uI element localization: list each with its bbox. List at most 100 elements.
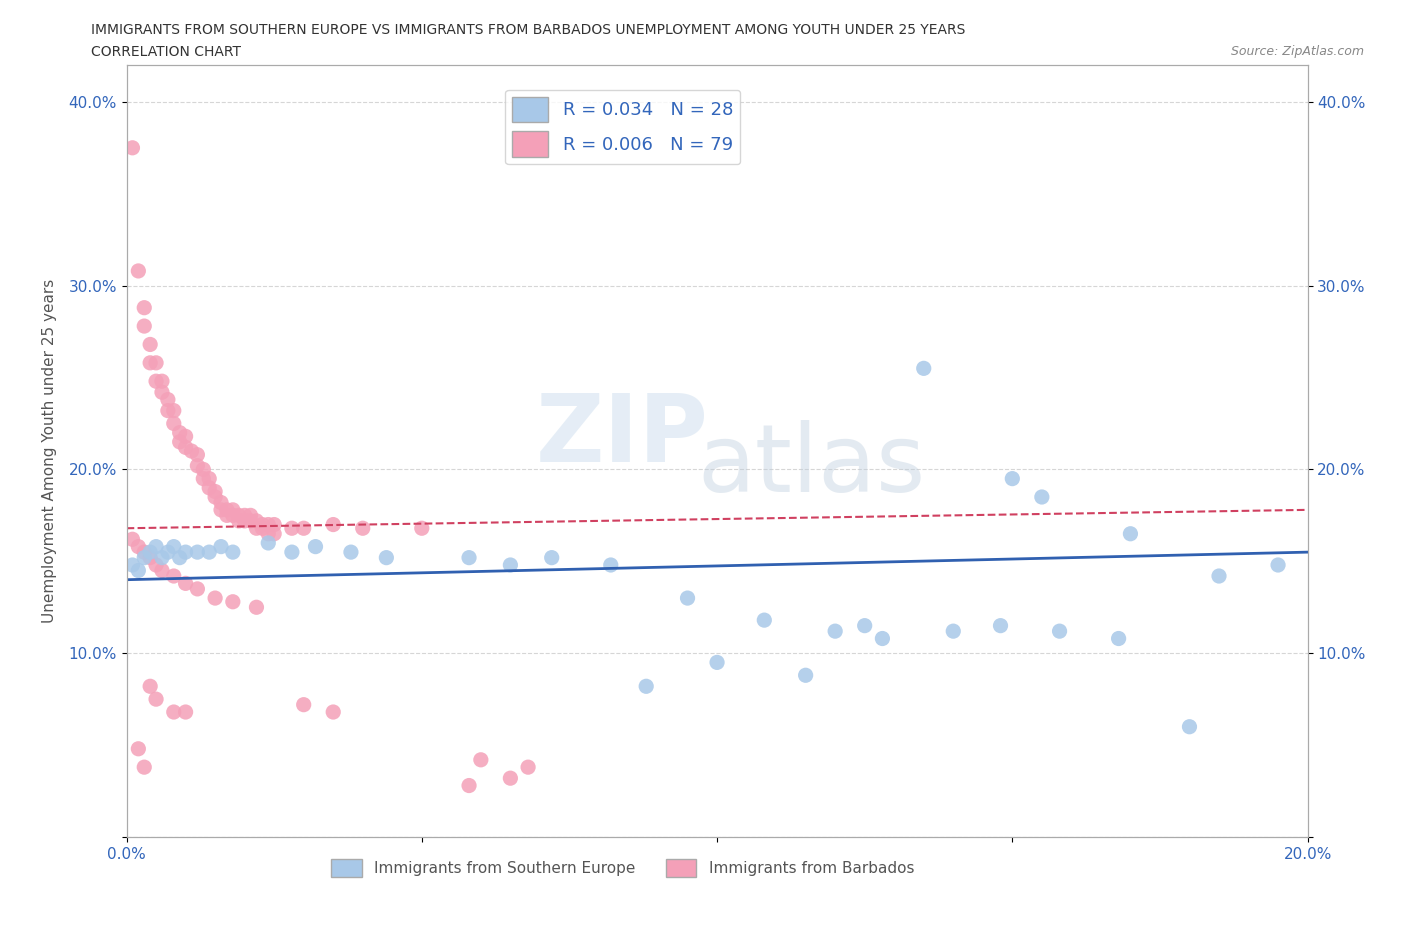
Point: [340, 545, 363, 560]
Point: [281, 521, 304, 536]
Point: [174, 576, 197, 591]
Point: [145, 355, 167, 370]
Point: [281, 545, 304, 560]
Point: [139, 337, 162, 352]
Point: [145, 692, 167, 707]
Point: [458, 551, 481, 565]
Point: [139, 355, 162, 370]
Point: [215, 502, 238, 517]
Point: [180, 444, 202, 458]
Point: [599, 558, 621, 573]
Point: [204, 591, 226, 605]
Point: [163, 404, 186, 418]
Point: [352, 521, 374, 536]
Point: [228, 508, 250, 523]
Point: [163, 416, 186, 431]
Point: [245, 513, 267, 528]
Point: [292, 698, 315, 712]
Point: [257, 517, 280, 532]
Point: [517, 760, 540, 775]
Point: [239, 513, 262, 528]
Point: [1001, 472, 1024, 486]
Point: [134, 300, 156, 315]
Point: [127, 563, 149, 578]
Point: [156, 545, 179, 560]
Y-axis label: Unemployment Among Youth under 25 years: Unemployment Among Youth under 25 years: [42, 279, 58, 623]
Point: [163, 568, 186, 583]
Point: [186, 581, 208, 596]
Point: [222, 502, 245, 517]
Point: [257, 536, 280, 551]
Point: [470, 752, 492, 767]
Point: [186, 545, 208, 560]
Point: [156, 404, 179, 418]
Point: [174, 429, 197, 444]
Point: [872, 631, 894, 646]
Point: [252, 521, 274, 536]
Point: [163, 539, 186, 554]
Point: [245, 600, 267, 615]
Text: CORRELATION CHART: CORRELATION CHART: [91, 45, 242, 59]
Point: [193, 462, 215, 477]
Point: [127, 741, 149, 756]
Point: [676, 591, 699, 605]
Point: [209, 539, 232, 554]
Point: [233, 513, 256, 528]
Point: [198, 481, 221, 496]
Point: [150, 563, 173, 578]
Point: [942, 624, 965, 639]
Point: [209, 495, 232, 510]
Point: [209, 502, 232, 517]
Point: [186, 447, 208, 462]
Point: [186, 458, 208, 473]
Point: [156, 392, 179, 407]
Point: [304, 539, 326, 554]
Point: [121, 558, 143, 573]
Point: [174, 440, 197, 455]
Point: [990, 618, 1012, 633]
Point: [150, 374, 173, 389]
Text: Source: ZipAtlas.com: Source: ZipAtlas.com: [1230, 45, 1364, 58]
Point: [322, 517, 344, 532]
Point: [853, 618, 876, 633]
Point: [121, 532, 143, 547]
Text: ZIP: ZIP: [536, 390, 709, 482]
Point: [706, 655, 728, 670]
Point: [145, 539, 167, 554]
Point: [127, 263, 149, 278]
Point: [1108, 631, 1130, 646]
Point: [1049, 624, 1071, 639]
Point: [169, 434, 191, 449]
Point: [193, 472, 215, 486]
Point: [134, 319, 156, 334]
Point: [127, 539, 149, 554]
Point: [540, 551, 562, 565]
Point: [198, 472, 221, 486]
Point: [263, 517, 285, 532]
Legend: Immigrants from Southern Europe, Immigrants from Barbados: Immigrants from Southern Europe, Immigra…: [325, 853, 920, 884]
Point: [794, 668, 817, 683]
Point: [1178, 719, 1201, 734]
Point: [222, 545, 245, 560]
Point: [252, 517, 274, 532]
Point: [245, 521, 267, 536]
Point: [499, 558, 522, 573]
Point: [1031, 489, 1053, 504]
Point: [145, 374, 167, 389]
Point: [257, 526, 280, 541]
Point: [145, 558, 167, 573]
Point: [174, 705, 197, 720]
Point: [1267, 558, 1289, 573]
Point: [499, 771, 522, 786]
Point: [134, 760, 156, 775]
Point: [263, 526, 285, 541]
Point: [163, 705, 186, 720]
Point: [134, 551, 156, 565]
Point: [134, 545, 156, 560]
Point: [121, 140, 143, 155]
Point: [139, 545, 162, 560]
Point: [239, 508, 262, 523]
Point: [139, 679, 162, 694]
Point: [322, 705, 344, 720]
Point: [233, 508, 256, 523]
